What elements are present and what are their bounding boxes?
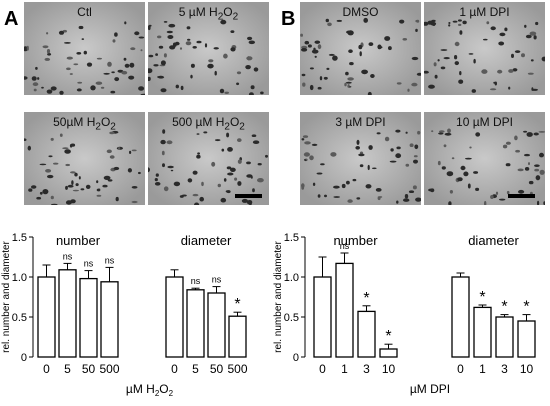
bar-group-diameter: diameter 0 * 1 * 3 * 10 bbox=[451, 233, 536, 376]
group-label: diameter bbox=[181, 233, 232, 248]
group-label: diameter bbox=[468, 233, 519, 248]
micrograph-texture bbox=[424, 2, 545, 95]
significance-label: * bbox=[479, 289, 485, 306]
significance-label: * bbox=[363, 290, 369, 307]
micrograph-label: Ctl bbox=[77, 5, 92, 19]
bar bbox=[165, 276, 184, 358]
x-tick-label: 1 bbox=[479, 362, 486, 376]
y-axis-label: rel. number and diameter bbox=[273, 240, 284, 352]
x-tick-label: 1 bbox=[341, 362, 348, 376]
x-tick-label: 5 bbox=[192, 362, 199, 376]
bar bbox=[517, 320, 536, 358]
scale-bar bbox=[508, 194, 535, 198]
micrograph-b-2: 1 µM DPI bbox=[424, 2, 545, 95]
bar bbox=[335, 262, 354, 358]
micrograph-texture bbox=[300, 112, 421, 205]
micrograph-b-4: 10 µM DPI bbox=[424, 112, 545, 205]
micrograph-label: 5 µM H2O2 bbox=[178, 5, 239, 23]
y-axis-label: rel. number and diameter bbox=[1, 240, 12, 352]
significance-label: ns bbox=[340, 241, 350, 251]
x-axis-label: µM H2O2 bbox=[126, 382, 174, 398]
bar bbox=[37, 276, 56, 358]
micrograph-texture bbox=[300, 2, 421, 95]
x-tick-label: 0 bbox=[457, 362, 464, 376]
bar bbox=[207, 292, 226, 358]
y-tick-label: 0 bbox=[293, 352, 299, 364]
micrograph-a-3: 50µM H2O2 bbox=[24, 112, 145, 205]
bar bbox=[100, 281, 119, 358]
x-tick-label: 3 bbox=[501, 362, 508, 376]
bar bbox=[495, 316, 514, 358]
y-tick-label: 1.5 bbox=[12, 232, 27, 244]
x-tick-label: 10 bbox=[382, 362, 396, 376]
bar bbox=[58, 269, 77, 358]
bar bbox=[79, 277, 98, 358]
micrograph-label: 3 µM DPI bbox=[335, 115, 386, 129]
micrograph-b-1: DMSO bbox=[300, 2, 421, 95]
significance-label: ns bbox=[63, 251, 73, 261]
y-axis: 0 0.5 1.0 1.5 bbox=[284, 232, 306, 364]
group-label: number bbox=[333, 233, 378, 248]
micrograph-texture bbox=[24, 112, 145, 205]
y-tick-label: 0.5 bbox=[12, 312, 27, 324]
x-tick-label: 500 bbox=[99, 362, 119, 376]
panel-letter-a: A bbox=[4, 8, 19, 30]
micrograph-a-2: 5 µM H2O2 bbox=[148, 2, 269, 95]
bar-group-number: number 0 ns 5 ns 50 ns 500 bbox=[37, 233, 120, 376]
micrograph-label: 10 µM DPI bbox=[456, 115, 513, 129]
micrograph-label: 500 µM H2O2 bbox=[172, 115, 245, 133]
micrograph-label: 50µM H2O2 bbox=[53, 115, 116, 133]
significance-label: ns bbox=[191, 276, 201, 286]
x-tick-label: 0 bbox=[43, 362, 50, 376]
y-tick-label: 1.0 bbox=[284, 272, 299, 284]
bar-group-diameter: diameter 0 ns 5 ns 50 * 500 bbox=[165, 233, 248, 376]
x-tick-label: 50 bbox=[210, 362, 224, 376]
significance-label: ns bbox=[84, 259, 94, 269]
y-tick-label: 0 bbox=[21, 352, 27, 364]
y-tick-label: 1.0 bbox=[12, 272, 27, 284]
bar bbox=[186, 289, 205, 358]
micrograph-texture bbox=[148, 112, 269, 205]
bar bbox=[451, 276, 470, 358]
micrograph-a-1: Ctl bbox=[24, 2, 145, 95]
micrograph-b-3: 3 µM DPI bbox=[300, 112, 421, 205]
y-tick-label: 0.5 bbox=[284, 312, 299, 324]
micrograph-label: 1 µM DPI bbox=[459, 5, 510, 19]
micrograph-texture bbox=[424, 112, 545, 205]
x-tick-label: 0 bbox=[319, 362, 326, 376]
bar bbox=[228, 315, 247, 358]
micrograph-label: DMSO bbox=[342, 5, 379, 19]
group-label: number bbox=[56, 233, 101, 248]
significance-label: * bbox=[234, 296, 240, 313]
x-tick-label: 3 bbox=[363, 362, 370, 376]
micrograph-texture bbox=[24, 2, 145, 95]
x-axis-label: µM DPI bbox=[410, 382, 450, 396]
bar bbox=[473, 306, 492, 358]
micrograph-a-4: 500 µM H2O2 bbox=[148, 112, 269, 205]
significance-label: * bbox=[501, 299, 507, 316]
bar-group-number: number 0 ns 1 * 3 * 10 bbox=[313, 233, 398, 376]
bar bbox=[313, 276, 332, 358]
significance-label: ns bbox=[212, 275, 222, 285]
panel-letter-b: B bbox=[281, 8, 296, 30]
x-tick-label: 50 bbox=[82, 362, 96, 376]
significance-label: * bbox=[385, 328, 391, 345]
significance-label: ns bbox=[105, 255, 115, 265]
micrograph-texture bbox=[148, 2, 269, 95]
y-tick-label: 1.5 bbox=[284, 232, 299, 244]
bar bbox=[357, 310, 376, 358]
x-tick-label: 0 bbox=[171, 362, 178, 376]
scale-bar bbox=[235, 194, 262, 198]
x-tick-label: 500 bbox=[227, 362, 247, 376]
significance-label: * bbox=[523, 299, 529, 316]
y-axis: 0 0.5 1.0 1.5 bbox=[12, 232, 34, 364]
bar bbox=[379, 348, 398, 358]
x-tick-label: 5 bbox=[64, 362, 71, 376]
x-tick-label: 10 bbox=[520, 362, 534, 376]
